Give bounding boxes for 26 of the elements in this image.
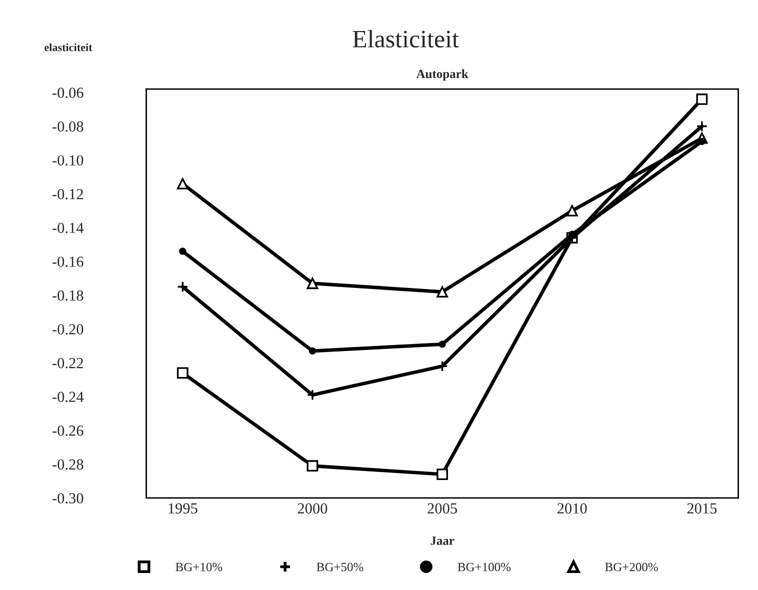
y-tick-label: -0.26 — [52, 426, 84, 436]
x-axis-title: Jaar — [430, 536, 454, 545]
y-tick-label: -0.24 — [52, 392, 84, 402]
x-tick-label: 2010 — [558, 503, 587, 514]
y-tick-label: -0.18 — [52, 290, 84, 301]
x-tick-label: 2005 — [428, 503, 457, 514]
legend-label: BG+10% — [176, 562, 222, 572]
y-tick-label: -0.16 — [52, 256, 84, 267]
y-tick-label: -0.28 — [52, 459, 84, 470]
legend-label: BG+100% — [458, 562, 511, 572]
x-tick-label: 1995 — [168, 503, 198, 514]
y-tick-label: -0.20 — [52, 324, 84, 335]
y-tick-label: -0.06 — [52, 88, 84, 98]
chart-title: Elasticiteit — [352, 30, 459, 48]
y-tick-label: -0.08 — [52, 121, 84, 132]
y-tick-label: -0.10 — [52, 155, 84, 166]
y-axis-title: elasticiteit — [44, 43, 92, 52]
y-tick-label: -0.30 — [52, 493, 84, 504]
y-tick-label: -0.14 — [52, 222, 84, 234]
legend-label: BG+200% — [605, 562, 658, 572]
x-tick-label: 2000 — [298, 503, 328, 514]
chart-subtitle: Autopark — [416, 69, 468, 81]
y-tick-label: -0.22 — [52, 358, 83, 368]
y-tick-label: -0.12 — [52, 188, 83, 200]
x-tick-label: 2015 — [687, 503, 717, 514]
legend-label: BG+50% — [316, 562, 364, 572]
